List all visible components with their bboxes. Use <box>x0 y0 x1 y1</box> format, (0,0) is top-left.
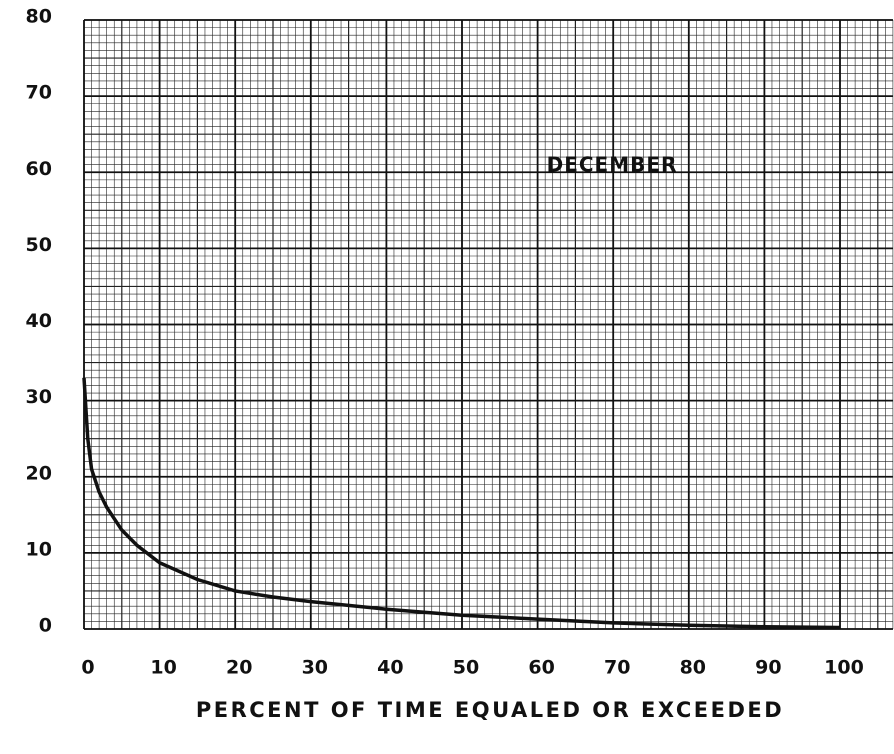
y-tick-label: 30 <box>26 386 52 408</box>
major-grid <box>83 19 893 630</box>
line <box>82 377 841 630</box>
x-tick-label: 70 <box>604 657 630 679</box>
y-tick-label: 20 <box>26 462 52 484</box>
y-tick-label: 50 <box>26 234 52 256</box>
x-tick-label: 100 <box>824 657 864 679</box>
y-tick-label: 10 <box>26 538 52 560</box>
x-tick-label: 0 <box>81 657 94 679</box>
y-tick-label: 60 <box>26 158 52 180</box>
x-tick-label: 90 <box>755 657 781 679</box>
x-tick-label: 40 <box>377 657 403 679</box>
y-tick-label: 70 <box>26 82 52 104</box>
x-tick-label: 60 <box>528 657 554 679</box>
x-tick-label: 80 <box>680 657 706 679</box>
x-axis-label: PERCENT OF TIME EQUALED OR EXCEEDED <box>196 698 784 722</box>
x-tick-label: 50 <box>453 657 479 679</box>
x-tick-label: 20 <box>226 657 252 679</box>
annotation: DECEMBER <box>547 153 678 177</box>
y-tick-label: 40 <box>26 310 52 332</box>
x-tick-label: 10 <box>150 657 176 679</box>
y-tick-label: 80 <box>26 6 52 28</box>
y-tick-label: 0 <box>39 615 52 637</box>
x-tick-label: 30 <box>302 657 328 679</box>
